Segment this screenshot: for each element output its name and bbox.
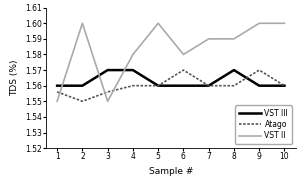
Line: VST III: VST III [57,70,284,86]
VST II [156,22,160,24]
Atago [257,69,261,71]
VST II [257,22,261,24]
VST III [106,69,110,71]
VST II [232,38,236,40]
Atago [283,85,286,87]
VST III [232,69,236,71]
VST II [106,100,110,102]
Atago [55,91,59,93]
Atago [131,85,135,87]
Atago [106,91,110,93]
VST III [207,85,211,87]
Line: Atago: Atago [57,70,284,101]
VST II [207,38,211,40]
VST II [182,53,185,56]
Atago [232,85,236,87]
VST II [283,22,286,24]
VST III [283,85,286,87]
VST II [131,53,135,56]
Atago [156,85,160,87]
VST III [182,85,185,87]
VST II [81,22,84,24]
Atago [207,85,211,87]
Atago [81,100,84,102]
VST III [81,85,84,87]
VST III [55,85,59,87]
Line: VST II: VST II [57,23,284,101]
Atago [182,69,185,71]
VST II [55,100,59,102]
Y-axis label: TDS (%): TDS (%) [10,60,19,96]
VST III [156,85,160,87]
Legend: VST III, Atago, VST II: VST III, Atago, VST II [236,105,292,144]
VST III [257,85,261,87]
X-axis label: Sample #: Sample # [148,167,193,176]
VST III [131,69,135,71]
